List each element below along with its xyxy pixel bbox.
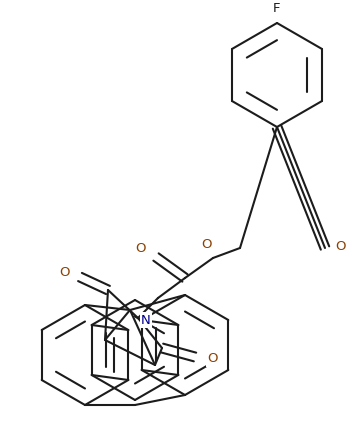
Text: O: O xyxy=(135,243,145,255)
Text: O: O xyxy=(208,353,218,365)
Text: O: O xyxy=(202,237,212,251)
Text: F: F xyxy=(273,3,281,15)
Text: O: O xyxy=(335,240,345,252)
Text: O: O xyxy=(59,266,69,279)
Text: N: N xyxy=(141,314,151,326)
